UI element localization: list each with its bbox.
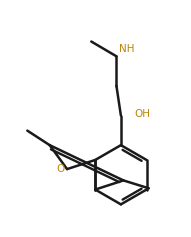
Text: O: O <box>57 164 65 173</box>
Text: OH: OH <box>134 109 150 119</box>
Text: NH: NH <box>119 44 134 54</box>
